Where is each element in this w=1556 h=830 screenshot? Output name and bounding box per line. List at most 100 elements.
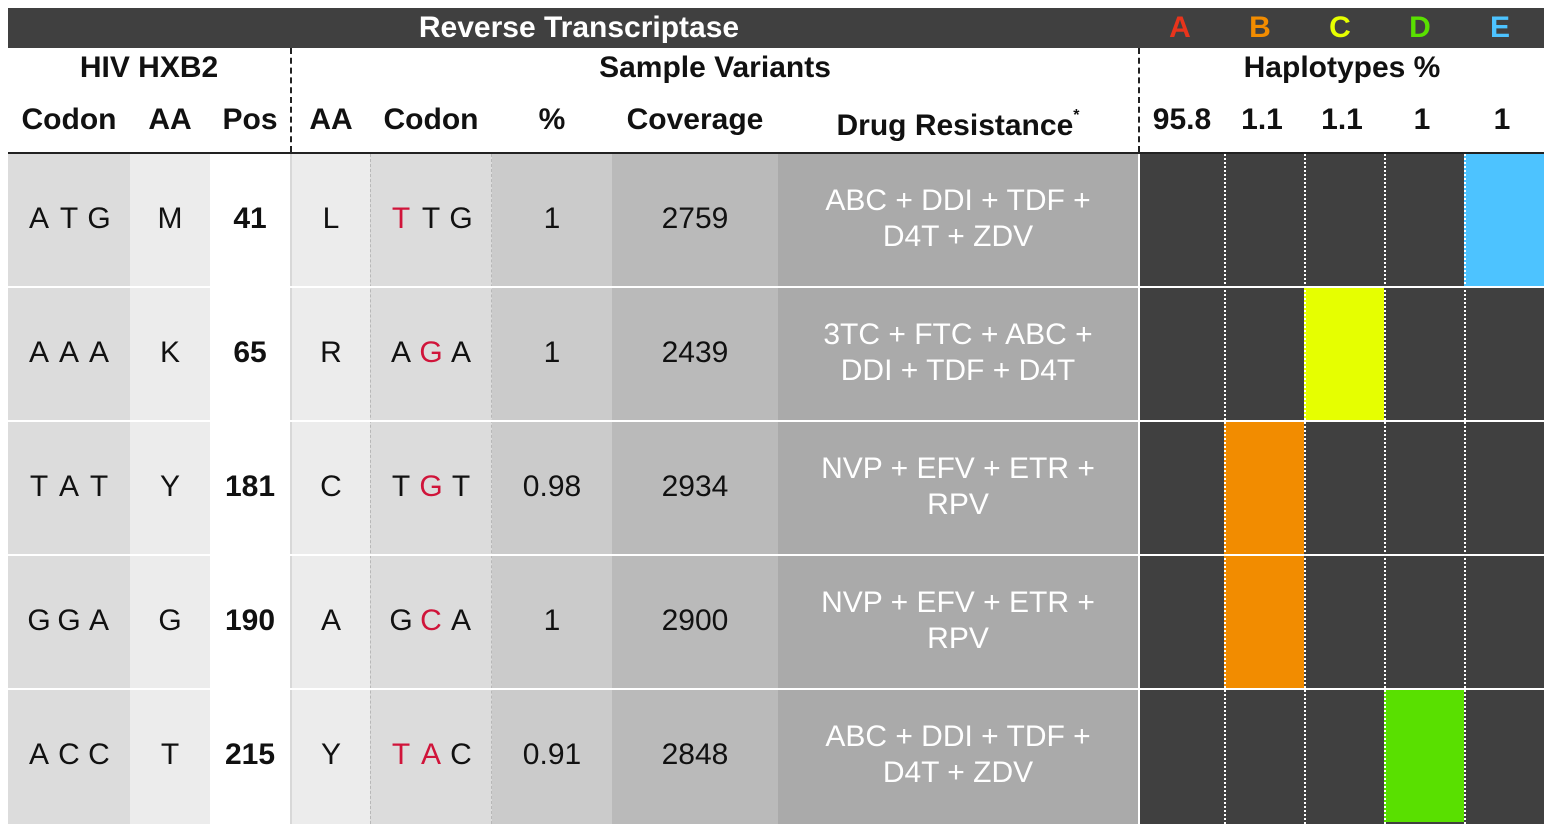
col-header-percent: % bbox=[538, 103, 566, 136]
row-separator bbox=[8, 554, 1544, 556]
position-cell: 41 bbox=[233, 202, 267, 235]
nucleotide: A bbox=[88, 336, 109, 369]
nucleotide: G bbox=[87, 202, 111, 235]
nucleotide: T bbox=[89, 470, 109, 503]
haplotype-label-e: E bbox=[1489, 11, 1510, 44]
header-rule bbox=[8, 152, 1544, 154]
nucleotide: A bbox=[28, 202, 49, 235]
col-header-ref-codon: Codon bbox=[21, 103, 117, 136]
haplotype-label-b: B bbox=[1249, 11, 1271, 44]
var-aa-column bbox=[290, 154, 370, 824]
nucleotide: C bbox=[450, 738, 472, 771]
variant-aa-cell: A bbox=[320, 604, 341, 637]
col-header-drug-resistance: Drug Resistance* bbox=[778, 96, 1138, 144]
ref-aa-cell: K bbox=[159, 336, 180, 369]
drug-resistance-line: NVP + EFV + ETR + bbox=[821, 452, 1095, 485]
position-cell: 181 bbox=[224, 470, 276, 503]
drug-resistance-line: ABC + DDI + TDF + bbox=[825, 720, 1091, 753]
drug-resistance-line: 3TC + FTC + ABC + bbox=[823, 318, 1093, 351]
drug-resistance-line: DDI + TDF + D4T bbox=[840, 354, 1076, 387]
nucleotide: T bbox=[391, 470, 411, 503]
haplotypes-group-header: Haplotypes % bbox=[1243, 51, 1441, 84]
haplotype-fill-c bbox=[1304, 288, 1384, 420]
variant-aa-cell: C bbox=[320, 470, 342, 503]
coverage-cell: 2848 bbox=[661, 738, 729, 771]
coverage-column bbox=[612, 154, 778, 824]
haplotype-divider bbox=[1464, 154, 1466, 824]
variant-aa-cell: L bbox=[322, 202, 340, 235]
position-cell: 215 bbox=[224, 738, 276, 771]
nucleotide: A bbox=[58, 470, 79, 503]
header-divider-reference bbox=[290, 48, 292, 152]
pos-column bbox=[210, 154, 290, 824]
haplotype-fill-b bbox=[1224, 556, 1304, 688]
ref-aa-column bbox=[130, 154, 210, 824]
table-title: Reverse Transcriptase bbox=[418, 11, 740, 44]
haplotype-label-c: C bbox=[1329, 11, 1351, 44]
percent-cell: 1 bbox=[543, 336, 561, 369]
haplotype-percent-b: 1.1 bbox=[1241, 103, 1283, 136]
nucleotide: G bbox=[389, 604, 413, 637]
haplotype-label-d: D bbox=[1409, 11, 1431, 44]
footnote-mark: * bbox=[1073, 107, 1080, 124]
ref-codon-column bbox=[8, 154, 130, 824]
nucleotide: T bbox=[391, 202, 411, 235]
drug-resistance-cell: NVP + EFV + ETR + RPV bbox=[778, 556, 1138, 686]
title-bar: Reverse Transcriptase A B C D E bbox=[8, 8, 1544, 48]
col-header-var-codon: Codon bbox=[383, 103, 479, 136]
drug-resistance-line: RPV bbox=[927, 488, 989, 521]
drug-resistance-cell: NVP + EFV + ETR + RPV bbox=[778, 422, 1138, 552]
reference-group-header: HIV HXB2 bbox=[79, 51, 219, 84]
col-header-pos: Pos bbox=[222, 103, 278, 136]
haplotype-label-a: A bbox=[1169, 11, 1191, 44]
nucleotide: A bbox=[58, 336, 79, 369]
nucleotide: C bbox=[58, 738, 80, 771]
drug-resistance-line: RPV bbox=[927, 622, 989, 655]
haplotype-divider bbox=[1304, 154, 1306, 824]
sample-group-header: Sample Variants bbox=[599, 51, 831, 84]
haplotype-fill-d bbox=[1384, 690, 1464, 822]
nucleotide: C bbox=[420, 604, 442, 637]
drug-resistance-cell: 3TC + FTC + ABC + DDI + TDF + D4T bbox=[778, 288, 1138, 418]
drug-resistance-cell: ABC + DDI + TDF + D4T + ZDV bbox=[778, 690, 1138, 820]
nucleotide: A bbox=[420, 738, 441, 771]
drug-resistance-line: NVP + EFV + ETR + bbox=[821, 586, 1095, 619]
nucleotide: C bbox=[88, 738, 110, 771]
nucleotide: G bbox=[419, 336, 443, 369]
row-separator bbox=[8, 420, 1544, 422]
nucleotide: G bbox=[449, 202, 473, 235]
col-header-var-aa: AA bbox=[309, 103, 353, 136]
drug-resistance-line: ABC + DDI + TDF + bbox=[825, 184, 1091, 217]
nucleotide: A bbox=[450, 336, 471, 369]
col-header-ref-aa: AA bbox=[148, 103, 192, 136]
haplotype-percent-a: 95.8 bbox=[1152, 103, 1212, 136]
ref-aa-cell: G bbox=[158, 604, 182, 637]
ref-aa-cell: M bbox=[157, 202, 183, 235]
drug-resistance-column bbox=[778, 154, 1138, 824]
haplotype-percent-e: 1 bbox=[1493, 103, 1511, 136]
col-header-coverage: Coverage bbox=[626, 103, 764, 136]
percent-cell: 0.91 bbox=[522, 738, 582, 771]
haplotype-percent-d: 1 bbox=[1413, 103, 1431, 136]
nucleotide: A bbox=[88, 604, 109, 637]
haplotype-percent-c: 1.1 bbox=[1321, 103, 1363, 136]
row-separator bbox=[8, 286, 1544, 288]
nucleotide: T bbox=[59, 202, 79, 235]
nucleotide: T bbox=[451, 470, 471, 503]
nucleotide: A bbox=[450, 604, 471, 637]
ref-aa-cell: T bbox=[160, 738, 180, 771]
nucleotide: A bbox=[28, 738, 49, 771]
drug-resistance-line: D4T + ZDV bbox=[882, 220, 1034, 253]
nucleotide: A bbox=[390, 336, 411, 369]
nucleotide: T bbox=[29, 470, 49, 503]
